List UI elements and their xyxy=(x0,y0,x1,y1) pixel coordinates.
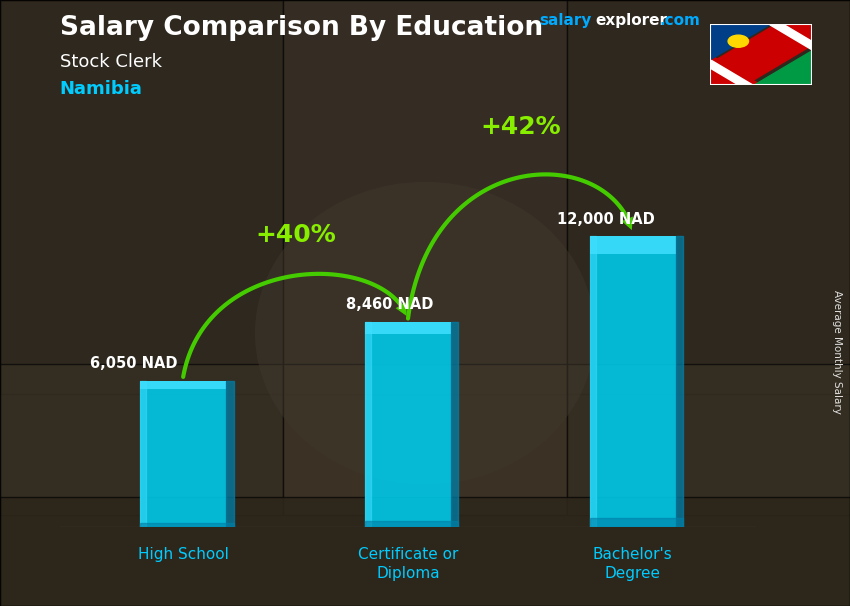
FancyBboxPatch shape xyxy=(0,497,850,606)
FancyBboxPatch shape xyxy=(567,364,850,515)
Bar xyxy=(676,236,683,527)
Polygon shape xyxy=(710,24,812,85)
Bar xyxy=(140,381,226,527)
Bar xyxy=(590,236,676,527)
Polygon shape xyxy=(710,24,769,59)
Bar xyxy=(366,322,371,527)
Bar xyxy=(226,381,234,527)
Bar xyxy=(140,381,146,527)
Bar xyxy=(366,521,458,527)
Circle shape xyxy=(728,35,749,47)
Bar xyxy=(590,236,596,527)
Bar xyxy=(140,381,226,390)
Polygon shape xyxy=(710,24,761,85)
Text: Salary Comparison By Education: Salary Comparison By Education xyxy=(60,15,542,41)
Bar xyxy=(366,322,450,527)
Bar xyxy=(366,322,450,335)
Text: 12,000 NAD: 12,000 NAD xyxy=(557,211,654,227)
Text: Stock Clerk: Stock Clerk xyxy=(60,53,162,72)
Text: 8,460 NAD: 8,460 NAD xyxy=(346,298,434,313)
FancyBboxPatch shape xyxy=(283,364,567,515)
Polygon shape xyxy=(710,55,812,85)
Text: salary: salary xyxy=(540,13,592,28)
Text: explorer: explorer xyxy=(596,13,668,28)
Polygon shape xyxy=(761,55,812,85)
Ellipse shape xyxy=(255,182,595,485)
Text: 6,050 NAD: 6,050 NAD xyxy=(90,356,178,371)
Polygon shape xyxy=(710,59,752,85)
Text: Namibia: Namibia xyxy=(60,80,142,98)
Text: .com: .com xyxy=(660,13,700,28)
FancyBboxPatch shape xyxy=(0,364,283,515)
FancyBboxPatch shape xyxy=(567,0,850,394)
Text: Average Monthly Salary: Average Monthly Salary xyxy=(832,290,842,413)
Polygon shape xyxy=(752,50,812,85)
Bar xyxy=(590,519,683,527)
Bar xyxy=(450,322,458,527)
Text: +42%: +42% xyxy=(480,115,561,139)
Bar xyxy=(590,236,676,254)
Text: +40%: +40% xyxy=(255,222,336,247)
Bar xyxy=(140,523,234,527)
FancyBboxPatch shape xyxy=(283,0,567,394)
Polygon shape xyxy=(769,24,812,50)
FancyBboxPatch shape xyxy=(0,0,283,394)
